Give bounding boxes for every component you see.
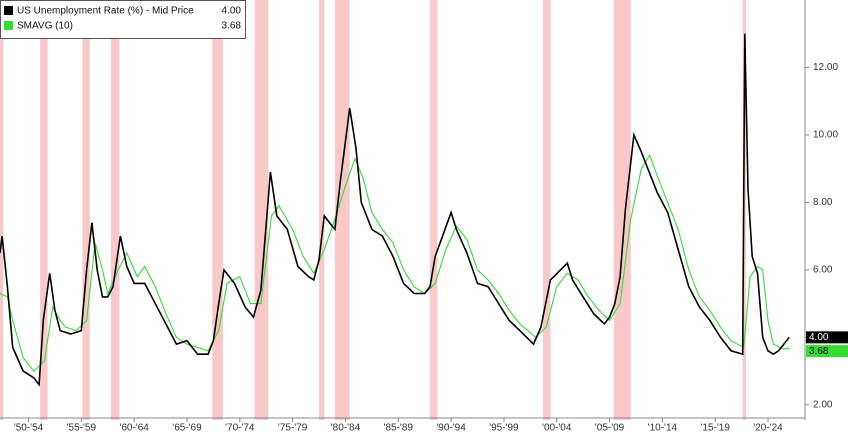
y-tick-label: 12.00 <box>813 62 838 73</box>
y-tick-label: 8.00 <box>813 197 833 208</box>
x-tick-label: '60-'64 <box>119 423 149 434</box>
last-value-label: 4.00 <box>809 332 829 343</box>
x-tick-label: '70-'74 <box>225 423 255 434</box>
x-tick-label: '15-'19 <box>701 423 731 434</box>
legend-box <box>0 0 246 39</box>
x-tick-label: '50-'54 <box>14 423 44 434</box>
legend-value: 4.00 <box>222 6 242 17</box>
recession-band <box>82 0 90 420</box>
legend-label: US Unemployment Rate (%) - Mid Price <box>17 6 194 17</box>
x-tick-label: '20-'24 <box>753 423 783 434</box>
recession-band <box>212 0 223 420</box>
x-tick-label: '65-'69 <box>172 423 202 434</box>
x-tick-label: '90-'94 <box>436 423 466 434</box>
recession-band <box>319 0 325 420</box>
x-tick-label: '75-'79 <box>278 423 308 434</box>
recession-band <box>429 0 438 420</box>
legend-value: 3.68 <box>222 21 242 32</box>
recession-band <box>334 0 350 420</box>
recession-band <box>40 0 48 420</box>
y-tick-label: 2.00 <box>813 399 833 410</box>
legend-swatch <box>4 6 13 15</box>
series-line <box>0 33 790 387</box>
recession-band <box>543 0 551 420</box>
x-tick-label: '85-'89 <box>384 423 414 434</box>
last-value-box <box>806 331 848 344</box>
x-tick-label: '95-'99 <box>489 423 519 434</box>
x-tick-label: '05-'09 <box>595 423 625 434</box>
x-tick-label: '55-'59 <box>67 423 97 434</box>
recession-band <box>110 0 120 420</box>
x-tick-label: '00-'04 <box>542 423 572 434</box>
recession-band <box>254 0 269 420</box>
legend-label: SMAVG (10) <box>17 21 73 32</box>
recession-band <box>613 0 631 420</box>
last-value-label: 3.68 <box>809 346 829 357</box>
y-tick-label: 10.00 <box>813 130 838 141</box>
x-tick-label: '80-'84 <box>331 423 361 434</box>
legend-swatch <box>4 21 13 30</box>
recession-band <box>0 0 4 420</box>
y-tick-label: 6.00 <box>813 265 833 276</box>
x-tick-label: '10-'14 <box>648 423 678 434</box>
last-value-box <box>806 345 848 358</box>
